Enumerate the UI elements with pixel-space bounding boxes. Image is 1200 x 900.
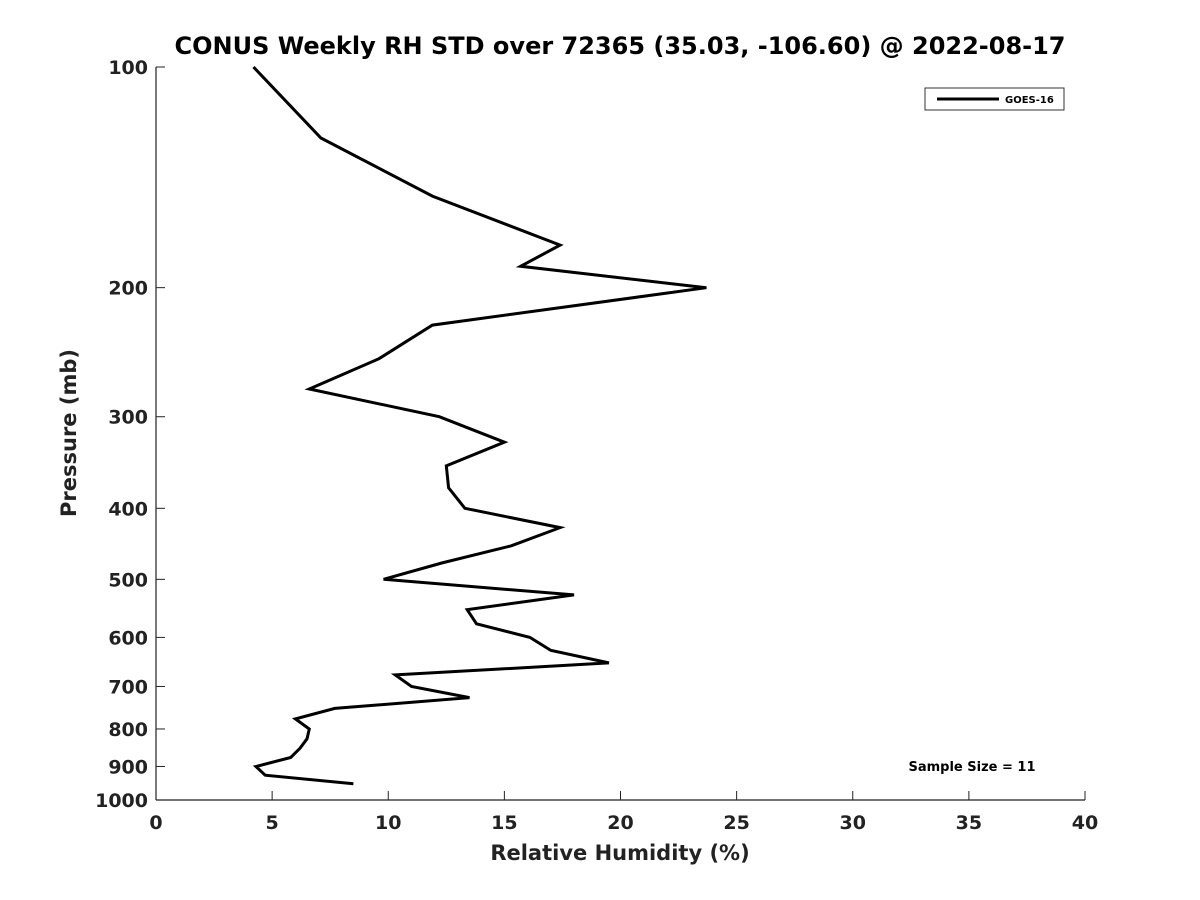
y-tick-label: 100 — [108, 57, 148, 79]
y-tick-label: 500 — [108, 569, 148, 591]
y-tick-label: 900 — [108, 756, 148, 778]
y-axis-label: Pressure (mb) — [57, 349, 81, 517]
x-tick-label: 20 — [607, 812, 633, 834]
x-tick-label: 0 — [149, 812, 162, 834]
y-tick-label: 200 — [108, 278, 148, 300]
legend-label: GOES-16 — [1005, 95, 1054, 106]
x-tick-label: 10 — [375, 812, 401, 834]
x-tick-label: 25 — [723, 812, 749, 834]
y-tick-label: 400 — [108, 498, 148, 520]
series-line-goes-16 — [252, 65, 707, 786]
chart-title: CONUS Weekly RH STD over 72365 (35.03, -… — [174, 32, 1065, 60]
x-tick-label: 35 — [956, 812, 982, 834]
sample-size-annotation: Sample Size = 11 — [908, 760, 1035, 775]
y-tick-label: 600 — [108, 627, 148, 649]
x-axis-label: Relative Humidity (%) — [490, 841, 749, 865]
x-ticks: 0 5 10 15 20 25 30 35 40 — [149, 791, 1098, 834]
x-tick-label: 15 — [491, 812, 517, 834]
y-tick-label: 800 — [108, 719, 148, 741]
x-tick-label: 5 — [266, 812, 279, 834]
y-tick-label: 700 — [108, 676, 148, 698]
y-tick-label: 300 — [108, 407, 148, 429]
x-tick-label: 40 — [1072, 812, 1098, 834]
y-tick-label: 1000 — [95, 790, 148, 812]
x-tick-label: 30 — [840, 812, 866, 834]
y-ticks: 100 200 300 400 500 600 700 800 900 1000 — [95, 57, 165, 812]
legend: GOES-16 — [924, 87, 1065, 111]
